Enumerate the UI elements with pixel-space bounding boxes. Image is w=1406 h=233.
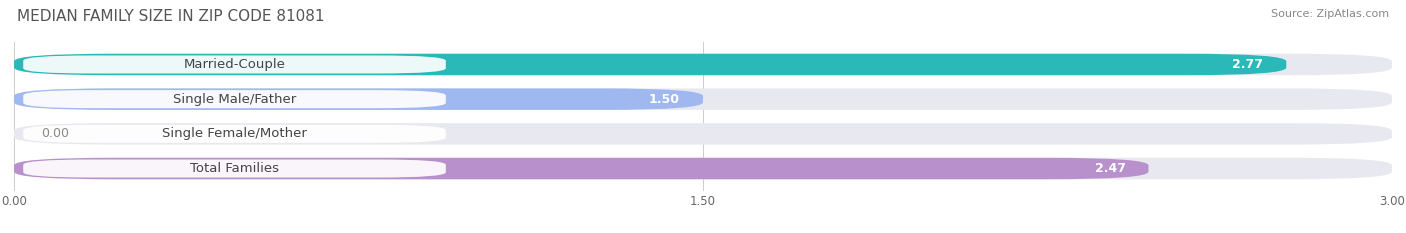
Text: 2.47: 2.47 <box>1094 162 1126 175</box>
FancyBboxPatch shape <box>24 160 446 178</box>
FancyBboxPatch shape <box>24 55 446 73</box>
Text: 1.50: 1.50 <box>650 93 681 106</box>
FancyBboxPatch shape <box>24 125 446 143</box>
Text: Married-Couple: Married-Couple <box>184 58 285 71</box>
Text: Source: ZipAtlas.com: Source: ZipAtlas.com <box>1271 9 1389 19</box>
Text: 2.77: 2.77 <box>1232 58 1264 71</box>
Text: Single Female/Mother: Single Female/Mother <box>162 127 307 140</box>
Text: Single Male/Father: Single Male/Father <box>173 93 297 106</box>
FancyBboxPatch shape <box>14 54 1392 75</box>
FancyBboxPatch shape <box>24 90 446 108</box>
FancyBboxPatch shape <box>14 123 1392 145</box>
FancyBboxPatch shape <box>14 88 703 110</box>
Text: Total Families: Total Families <box>190 162 278 175</box>
FancyBboxPatch shape <box>14 158 1392 179</box>
FancyBboxPatch shape <box>14 158 1149 179</box>
FancyBboxPatch shape <box>14 54 1286 75</box>
FancyBboxPatch shape <box>14 88 1392 110</box>
Text: 0.00: 0.00 <box>42 127 70 140</box>
Text: MEDIAN FAMILY SIZE IN ZIP CODE 81081: MEDIAN FAMILY SIZE IN ZIP CODE 81081 <box>17 9 325 24</box>
